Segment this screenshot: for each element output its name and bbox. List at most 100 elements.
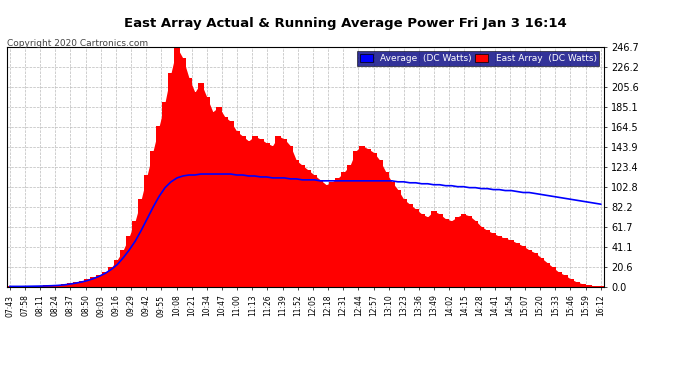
Legend: Average  (DC Watts), East Array  (DC Watts): Average (DC Watts), East Array (DC Watts… [357,51,599,66]
Bar [174,48,180,287]
Bar [31,286,37,287]
Bar [311,175,317,287]
Bar [19,286,25,287]
Bar [234,131,239,287]
Bar [180,58,186,287]
Bar [448,221,455,287]
Bar [526,250,532,287]
Bar [574,282,580,287]
Bar [221,117,228,287]
Bar [246,141,252,287]
Bar [126,236,132,287]
Bar [132,221,138,287]
Bar [299,165,306,287]
Bar [556,272,562,287]
Bar [484,231,491,287]
Bar [383,172,389,287]
Bar [371,153,377,287]
Bar [329,182,335,287]
Bar [72,282,79,287]
Bar [514,243,520,287]
Bar [293,160,299,287]
Bar [67,283,72,287]
Bar [264,143,270,287]
Bar [341,172,347,287]
Bar [496,236,502,287]
Bar [538,258,544,287]
Bar [168,73,174,287]
Bar [138,200,144,287]
Bar [478,226,484,287]
Bar [544,262,550,287]
Bar [204,97,210,287]
Bar [37,286,43,287]
Bar [198,82,204,287]
Bar [108,267,115,287]
Bar [84,279,90,287]
Bar [389,182,395,287]
Bar [520,246,526,287]
Bar [460,214,466,287]
Bar [413,209,419,287]
Bar [120,250,126,287]
Bar [97,275,102,287]
Bar [502,238,509,287]
Bar [437,214,442,287]
Bar [586,285,592,287]
Bar [55,285,61,287]
Bar [455,217,460,287]
Bar [442,219,448,287]
Bar [592,286,598,287]
Bar [288,146,293,287]
Bar [509,240,514,287]
Bar [491,233,496,287]
Bar [323,185,329,287]
Bar [144,175,150,287]
Bar [252,136,257,287]
Bar [598,286,604,287]
Bar [407,204,413,287]
Bar [466,216,473,287]
Bar [186,78,192,287]
Bar [550,267,556,287]
Bar [401,200,407,287]
Bar [532,253,538,287]
Text: East Array Actual & Running Average Power Fri Jan 3 16:14: East Array Actual & Running Average Powe… [124,17,566,30]
Bar [377,160,383,287]
Bar [347,165,353,287]
Bar [353,151,359,287]
Bar [13,286,19,287]
Bar [156,126,162,287]
Bar [210,112,216,287]
Bar [102,272,108,287]
Bar [25,286,31,287]
Bar [473,221,478,287]
Bar [359,146,365,287]
Bar [562,275,568,287]
Bar [162,102,168,287]
Bar [239,136,246,287]
Bar [192,92,198,287]
Bar [431,211,437,287]
Bar [568,279,574,287]
Bar [335,178,341,287]
Bar [43,285,49,287]
Bar [216,107,221,287]
Bar [257,139,264,287]
Bar [580,284,586,287]
Bar [90,277,97,287]
Bar [61,284,67,287]
Bar [282,139,288,287]
Bar [365,149,371,287]
Bar [228,122,234,287]
Bar [419,214,425,287]
Text: Copyright 2020 Cartronics.com: Copyright 2020 Cartronics.com [7,39,148,48]
Bar [7,286,13,287]
Bar [49,285,55,287]
Bar [317,180,323,287]
Bar [270,146,275,287]
Bar [425,217,431,287]
Bar [395,190,401,287]
Bar [79,281,84,287]
Bar [115,260,120,287]
